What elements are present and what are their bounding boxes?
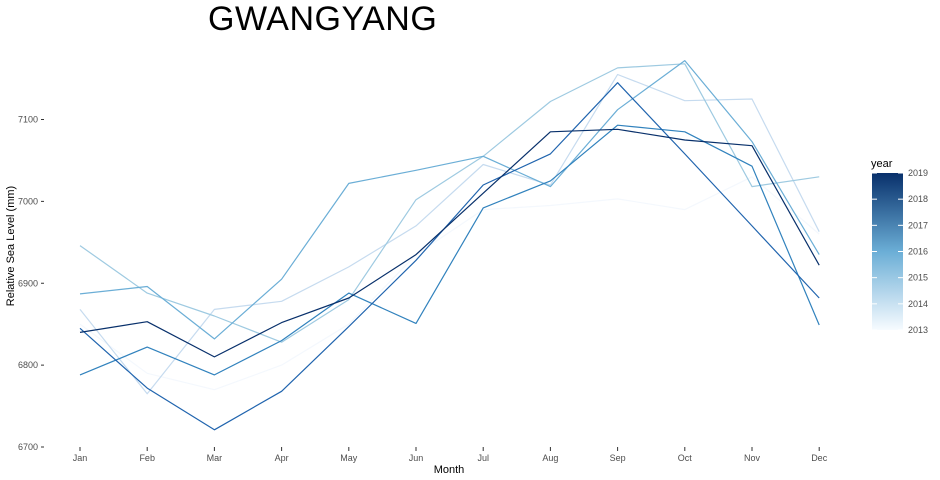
x-tick-label: Feb — [139, 453, 155, 463]
x-tick-label: Nov — [744, 453, 761, 463]
x-tick-label: Jan — [73, 453, 88, 463]
chart-title: GWANGYANG — [208, 0, 438, 38]
legend-tick-label: 2013 — [908, 325, 928, 335]
y-tick-label: 6800 — [18, 360, 38, 370]
x-tick-label: Aug — [542, 453, 558, 463]
y-axis-title: Relative Sea Level (mm) — [5, 186, 17, 306]
x-axis: Jan Feb Mar Apr May Jun Jul Aug Sep Oct Nov Dec — [73, 447, 828, 463]
x-tick-label: Mar — [207, 453, 223, 463]
x-tick-label: Apr — [275, 453, 289, 463]
x-tick-label: Jul — [477, 453, 489, 463]
y-tick-label: 6900 — [18, 278, 38, 288]
series-line-2013 — [79, 176, 820, 391]
series-lines — [79, 59, 820, 431]
x-tick-label: May — [340, 453, 358, 463]
legend-tick-label: 2017 — [908, 220, 928, 230]
legend: year 2013 2014 2015 2016 2017 2018 2019 — [871, 158, 928, 335]
x-tick-label: Sep — [610, 453, 626, 463]
series-line-2019 — [79, 128, 820, 358]
x-axis-title: Month — [434, 464, 465, 476]
legend-tick-label: 2018 — [908, 194, 928, 204]
series-line-2017 — [79, 124, 820, 376]
series-line-2018 — [79, 82, 820, 431]
legend-tick-label: 2016 — [908, 247, 928, 257]
series-line-2015 — [79, 63, 820, 343]
legend-ticks: 2013 2014 2015 2016 2017 2018 2019 — [872, 168, 928, 335]
x-tick-label: Jun — [409, 453, 424, 463]
legend-colorbar — [872, 173, 903, 330]
legend-tick-label: 2019 — [908, 168, 928, 178]
legend-title: year — [871, 158, 893, 170]
y-tick-label: 7000 — [18, 196, 38, 206]
legend-tick-label: 2014 — [908, 299, 928, 309]
series-line-2016 — [79, 59, 820, 340]
series-line-2014 — [79, 73, 820, 395]
legend-tick-label: 2015 — [908, 273, 928, 283]
y-axis: 6700 6800 6900 7000 7100 — [18, 115, 44, 452]
y-tick-label: 6700 — [18, 442, 38, 452]
x-tick-label: Oct — [678, 453, 693, 463]
y-tick-label: 7100 — [18, 115, 38, 125]
x-tick-label: Dec — [811, 453, 828, 463]
